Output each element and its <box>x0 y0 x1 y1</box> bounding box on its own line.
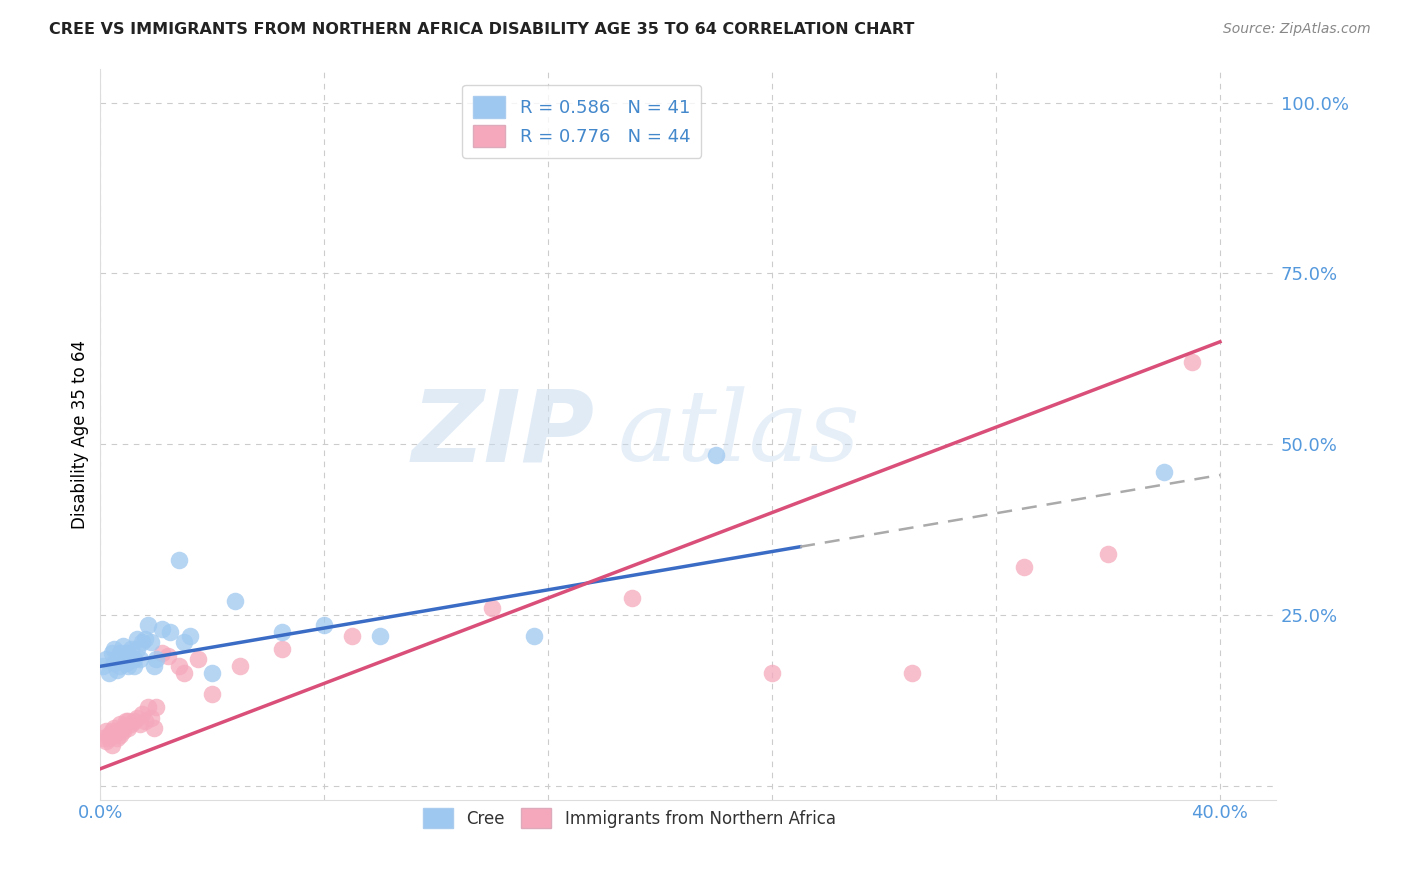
Point <box>201 666 224 681</box>
Text: atlas: atlas <box>617 386 860 482</box>
Point <box>91 731 114 745</box>
Point <box>120 652 142 666</box>
Point <box>117 646 139 660</box>
Point <box>103 721 125 735</box>
Point <box>91 659 114 673</box>
Point <box>125 632 148 646</box>
Point <box>108 659 131 673</box>
Point <box>111 724 134 739</box>
Point <box>100 724 122 739</box>
Text: ZIP: ZIP <box>411 385 595 483</box>
Point <box>134 632 156 646</box>
Text: Source: ZipAtlas.com: Source: ZipAtlas.com <box>1223 22 1371 37</box>
Point <box>139 635 162 649</box>
Point <box>128 717 150 731</box>
Point <box>150 646 173 660</box>
Point <box>117 659 139 673</box>
Point <box>125 642 148 657</box>
Point <box>224 594 246 608</box>
Point <box>105 724 128 739</box>
Point <box>105 731 128 745</box>
Point <box>150 622 173 636</box>
Point <box>342 629 364 643</box>
Point <box>173 635 195 649</box>
Point <box>108 728 131 742</box>
Point <box>139 710 162 724</box>
Point <box>229 659 252 673</box>
Point <box>108 717 131 731</box>
Point <box>97 731 120 745</box>
Point <box>117 721 139 735</box>
Point <box>901 666 924 681</box>
Point <box>156 648 179 663</box>
Point <box>136 618 159 632</box>
Point <box>122 659 145 673</box>
Y-axis label: Disability Age 35 to 64: Disability Age 35 to 64 <box>72 340 89 529</box>
Point <box>122 714 145 728</box>
Point <box>94 652 117 666</box>
Point <box>122 652 145 666</box>
Point <box>271 642 294 657</box>
Point <box>1181 355 1204 369</box>
Point <box>94 724 117 739</box>
Point <box>114 646 136 660</box>
Point <box>103 728 125 742</box>
Point <box>145 700 167 714</box>
Point <box>120 642 142 657</box>
Point <box>117 714 139 728</box>
Point <box>111 639 134 653</box>
Point <box>368 629 391 643</box>
Point <box>173 666 195 681</box>
Point <box>142 659 165 673</box>
Point <box>114 656 136 670</box>
Point <box>114 714 136 728</box>
Point <box>1012 560 1035 574</box>
Text: CREE VS IMMIGRANTS FROM NORTHERN AFRICA DISABILITY AGE 35 TO 64 CORRELATION CHAR: CREE VS IMMIGRANTS FROM NORTHERN AFRICA … <box>49 22 914 37</box>
Point <box>131 635 153 649</box>
Legend: Cree, Immigrants from Northern Africa: Cree, Immigrants from Northern Africa <box>416 801 842 835</box>
Point <box>131 707 153 722</box>
Point <box>142 721 165 735</box>
Point <box>179 629 201 643</box>
Point <box>523 629 546 643</box>
Point <box>167 659 190 673</box>
Point <box>159 625 181 640</box>
Point <box>314 618 336 632</box>
Point <box>105 663 128 677</box>
Point <box>97 666 120 681</box>
Point <box>94 734 117 748</box>
Point <box>108 646 131 660</box>
Point <box>125 710 148 724</box>
Point <box>128 652 150 666</box>
Point <box>1153 465 1175 479</box>
Point <box>201 687 224 701</box>
Point <box>704 448 727 462</box>
Point <box>100 646 122 660</box>
Point <box>1097 547 1119 561</box>
Point <box>134 714 156 728</box>
Point <box>136 700 159 714</box>
Point <box>145 652 167 666</box>
Point <box>621 591 644 605</box>
Point <box>111 652 134 666</box>
Point <box>761 666 783 681</box>
Point <box>167 553 190 567</box>
Point <box>187 652 209 666</box>
Point <box>481 601 503 615</box>
Point <box>97 728 120 742</box>
Point <box>103 656 125 670</box>
Point <box>111 721 134 735</box>
Point <box>100 738 122 752</box>
Point <box>103 642 125 657</box>
Point <box>120 717 142 731</box>
Point <box>271 625 294 640</box>
